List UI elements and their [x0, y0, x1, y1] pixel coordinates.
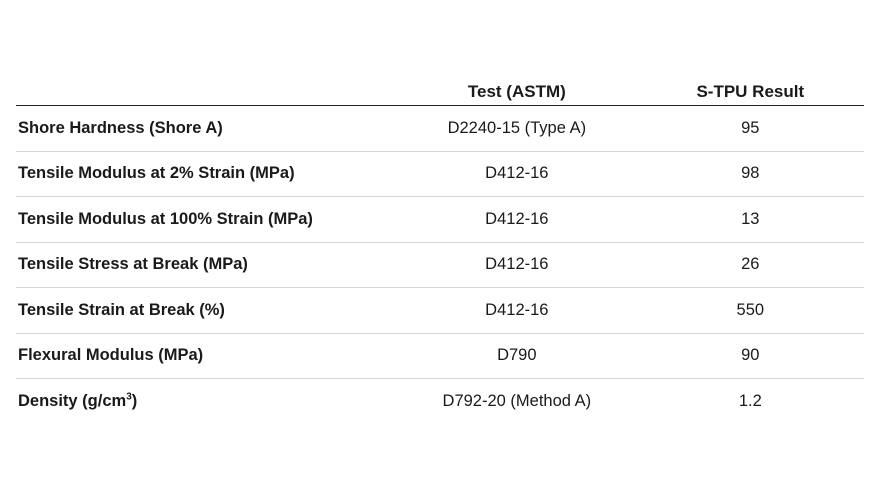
result-cell: 95	[741, 118, 760, 137]
property-suffix: )	[131, 392, 138, 411]
property-cell: Flexural Modulus (MPa)	[18, 346, 204, 365]
result-cell: 26	[741, 255, 760, 274]
table-row: Shore Hardness (Shore A) D2240-15 (Type …	[16, 106, 864, 152]
property-cell: Tensile Modulus at 2% Strain (MPa)	[18, 164, 295, 183]
property-cell: Tensile Stress at Break (MPa)	[18, 255, 248, 274]
result-cell: 98	[741, 164, 760, 183]
result-cell: 550	[736, 300, 765, 319]
table-row: Tensile Modulus at 2% Strain (MPa) D412-…	[16, 152, 864, 197]
property-text: Density (g/cm	[18, 392, 127, 411]
header-result: S-TPU Result	[696, 82, 805, 101]
test-cell: D412-16	[485, 164, 549, 183]
test-cell: D412-16	[485, 300, 549, 319]
test-cell: D790	[497, 346, 537, 365]
table-row: Flexural Modulus (MPa) D790 90	[16, 334, 864, 379]
test-cell: D412-16	[485, 255, 549, 274]
result-cell: 1.2	[738, 392, 762, 411]
table-row: Tensile Strain at Break (%) D412-16 550	[16, 288, 864, 334]
test-cell: D792-20 (Method A)	[442, 392, 592, 411]
property-cell: Tensile Modulus at 100% Strain (MPa)	[18, 209, 313, 228]
result-cell: 13	[741, 209, 760, 228]
table-row: Density (g/cm3) D792-20 (Method A) 1.2	[16, 379, 864, 425]
header-test: Test (ASTM)	[467, 82, 566, 101]
table-header-row: Test (ASTM) S-TPU Result	[16, 72, 864, 106]
table-row: Tensile Stress at Break (MPa) D412-16 26	[16, 243, 864, 288]
table-row: Tensile Modulus at 100% Strain (MPa) D41…	[16, 197, 864, 243]
property-superscript: 3	[126, 391, 132, 403]
test-cell: D2240-15 (Type A)	[447, 118, 587, 137]
property-cell: Density (g/cm3)	[16, 392, 397, 411]
properties-table: Test (ASTM) S-TPU Result Shore Hardness …	[16, 72, 864, 425]
property-cell: Tensile Strain at Break (%)	[18, 300, 225, 319]
property-cell: Shore Hardness (Shore A)	[18, 118, 223, 137]
test-cell: D412-16	[485, 209, 549, 228]
result-cell: 90	[741, 346, 760, 365]
